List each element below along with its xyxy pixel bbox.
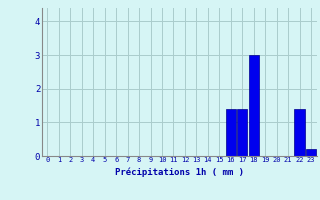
Bar	[306, 149, 316, 156]
X-axis label: Précipitations 1h ( mm ): Précipitations 1h ( mm )	[115, 168, 244, 177]
Bar	[249, 55, 259, 156]
Bar	[226, 109, 236, 156]
Bar	[237, 109, 247, 156]
Bar	[294, 109, 305, 156]
